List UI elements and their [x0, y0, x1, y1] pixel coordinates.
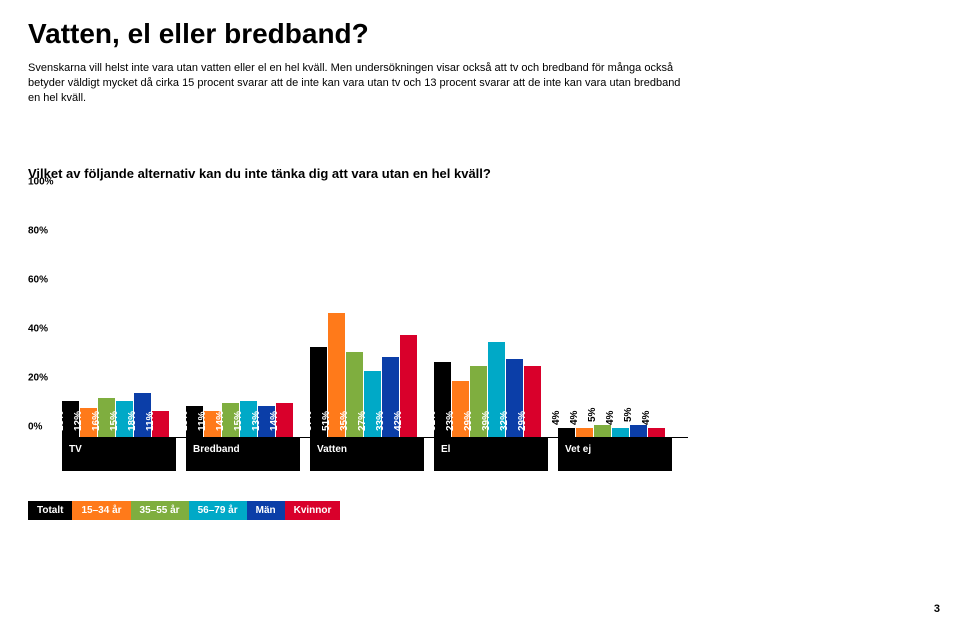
legend-item: Kvinnor [285, 501, 341, 520]
legend-item: 15–34 år [72, 501, 130, 520]
plot-area: 15%12%16%15%18%11%13%11%14%15%13%14%37%5… [62, 193, 688, 438]
bar-value-label: 4% [569, 410, 580, 424]
bar-value-label: 11% [197, 411, 208, 430]
bar-value-label: 33% [375, 411, 386, 431]
bar-value-label: 39% [481, 411, 492, 431]
bar-value-label: 11% [145, 411, 156, 430]
bar-value-label: 31% [427, 411, 438, 431]
y-tick-label: 40% [28, 323, 48, 334]
bar-value-label: 27% [357, 411, 368, 431]
bar-value-label: 4% [605, 410, 616, 424]
x-category-label: Bredband [186, 438, 300, 471]
bar-value-label: 4% [551, 410, 562, 424]
x-axis-line [62, 437, 688, 438]
bar-group: 37%51%35%27%33%42% [310, 193, 424, 438]
bar-value-label: 16% [91, 411, 102, 431]
x-axis-labels: TV Bredband Vatten El Vet ej [62, 438, 688, 471]
bar-value-label: 29% [463, 411, 474, 431]
bar-value-label: 14% [269, 411, 280, 431]
bar-value-label: 15% [233, 411, 244, 431]
bar-value-label: 29% [517, 411, 528, 431]
bar-value-label: 4% [641, 410, 652, 424]
legend: Totalt15–34 år35–55 år56–79 årMänKvinnor [28, 501, 688, 520]
bar-value-label: 37% [303, 411, 314, 431]
bar-value-label: 13% [179, 411, 190, 431]
bar-groups: 15%12%16%15%18%11%13%11%14%15%13%14%37%5… [62, 193, 672, 438]
legend-item: Män [247, 501, 285, 520]
bar-group: 4%4%5%4%5%4% [558, 193, 672, 438]
legend-item: Totalt [28, 501, 72, 520]
chart: 15% 12% 16% 15% 18% 11% 13% 11% 14% 15% 13% 14% 37% 5… [28, 193, 688, 520]
bar-value-label: 14% [215, 411, 226, 431]
bar-value-label: 35% [339, 411, 350, 431]
bar-value-label: 23% [445, 411, 456, 431]
bar-value-label: 5% [623, 408, 634, 422]
legend-item: 56–79 år [189, 501, 247, 520]
bar-group: 31%23%29%39%32%29% [434, 193, 548, 438]
y-tick-label: 0% [28, 421, 42, 432]
y-tick-label: 80% [28, 225, 48, 236]
bar-value-label: 18% [127, 411, 138, 431]
page-title: Vatten, el eller bredband? [28, 18, 932, 50]
x-category-label: Vet ej [558, 438, 672, 471]
bar-value-label: 12% [73, 411, 84, 431]
y-tick-label: 100% [28, 176, 54, 187]
legend-item: 35–55 år [131, 501, 189, 520]
bar-value-label: 32% [499, 411, 510, 431]
bar: 29% [524, 366, 541, 437]
bar: 42% [400, 335, 417, 438]
bar-group: 15%12%16%15%18%11% [62, 193, 176, 438]
x-category-label: TV [62, 438, 176, 471]
chart-subtitle: Vilket av följande alternativ kan du int… [28, 166, 932, 181]
bar-value-label: 51% [321, 411, 332, 431]
bar: 11% [152, 411, 169, 438]
y-tick-label: 60% [28, 274, 48, 285]
y-tick-label: 20% [28, 372, 48, 383]
bar-value-label: 42% [393, 411, 404, 431]
bar-group: 13%11%14%15%13%14% [186, 193, 300, 438]
x-category-label: El [434, 438, 548, 471]
bar-value-label: 5% [587, 408, 598, 422]
bar-value-label: 13% [251, 411, 262, 431]
bar-value-label: 15% [109, 411, 120, 431]
x-category-label: Vatten [310, 438, 424, 471]
intro-text: Svenskarna vill helst inte vara utan vat… [28, 61, 688, 106]
page-number: 3 [934, 603, 940, 615]
bar-value-label: 15% [55, 411, 66, 431]
bar: 14% [276, 403, 293, 437]
